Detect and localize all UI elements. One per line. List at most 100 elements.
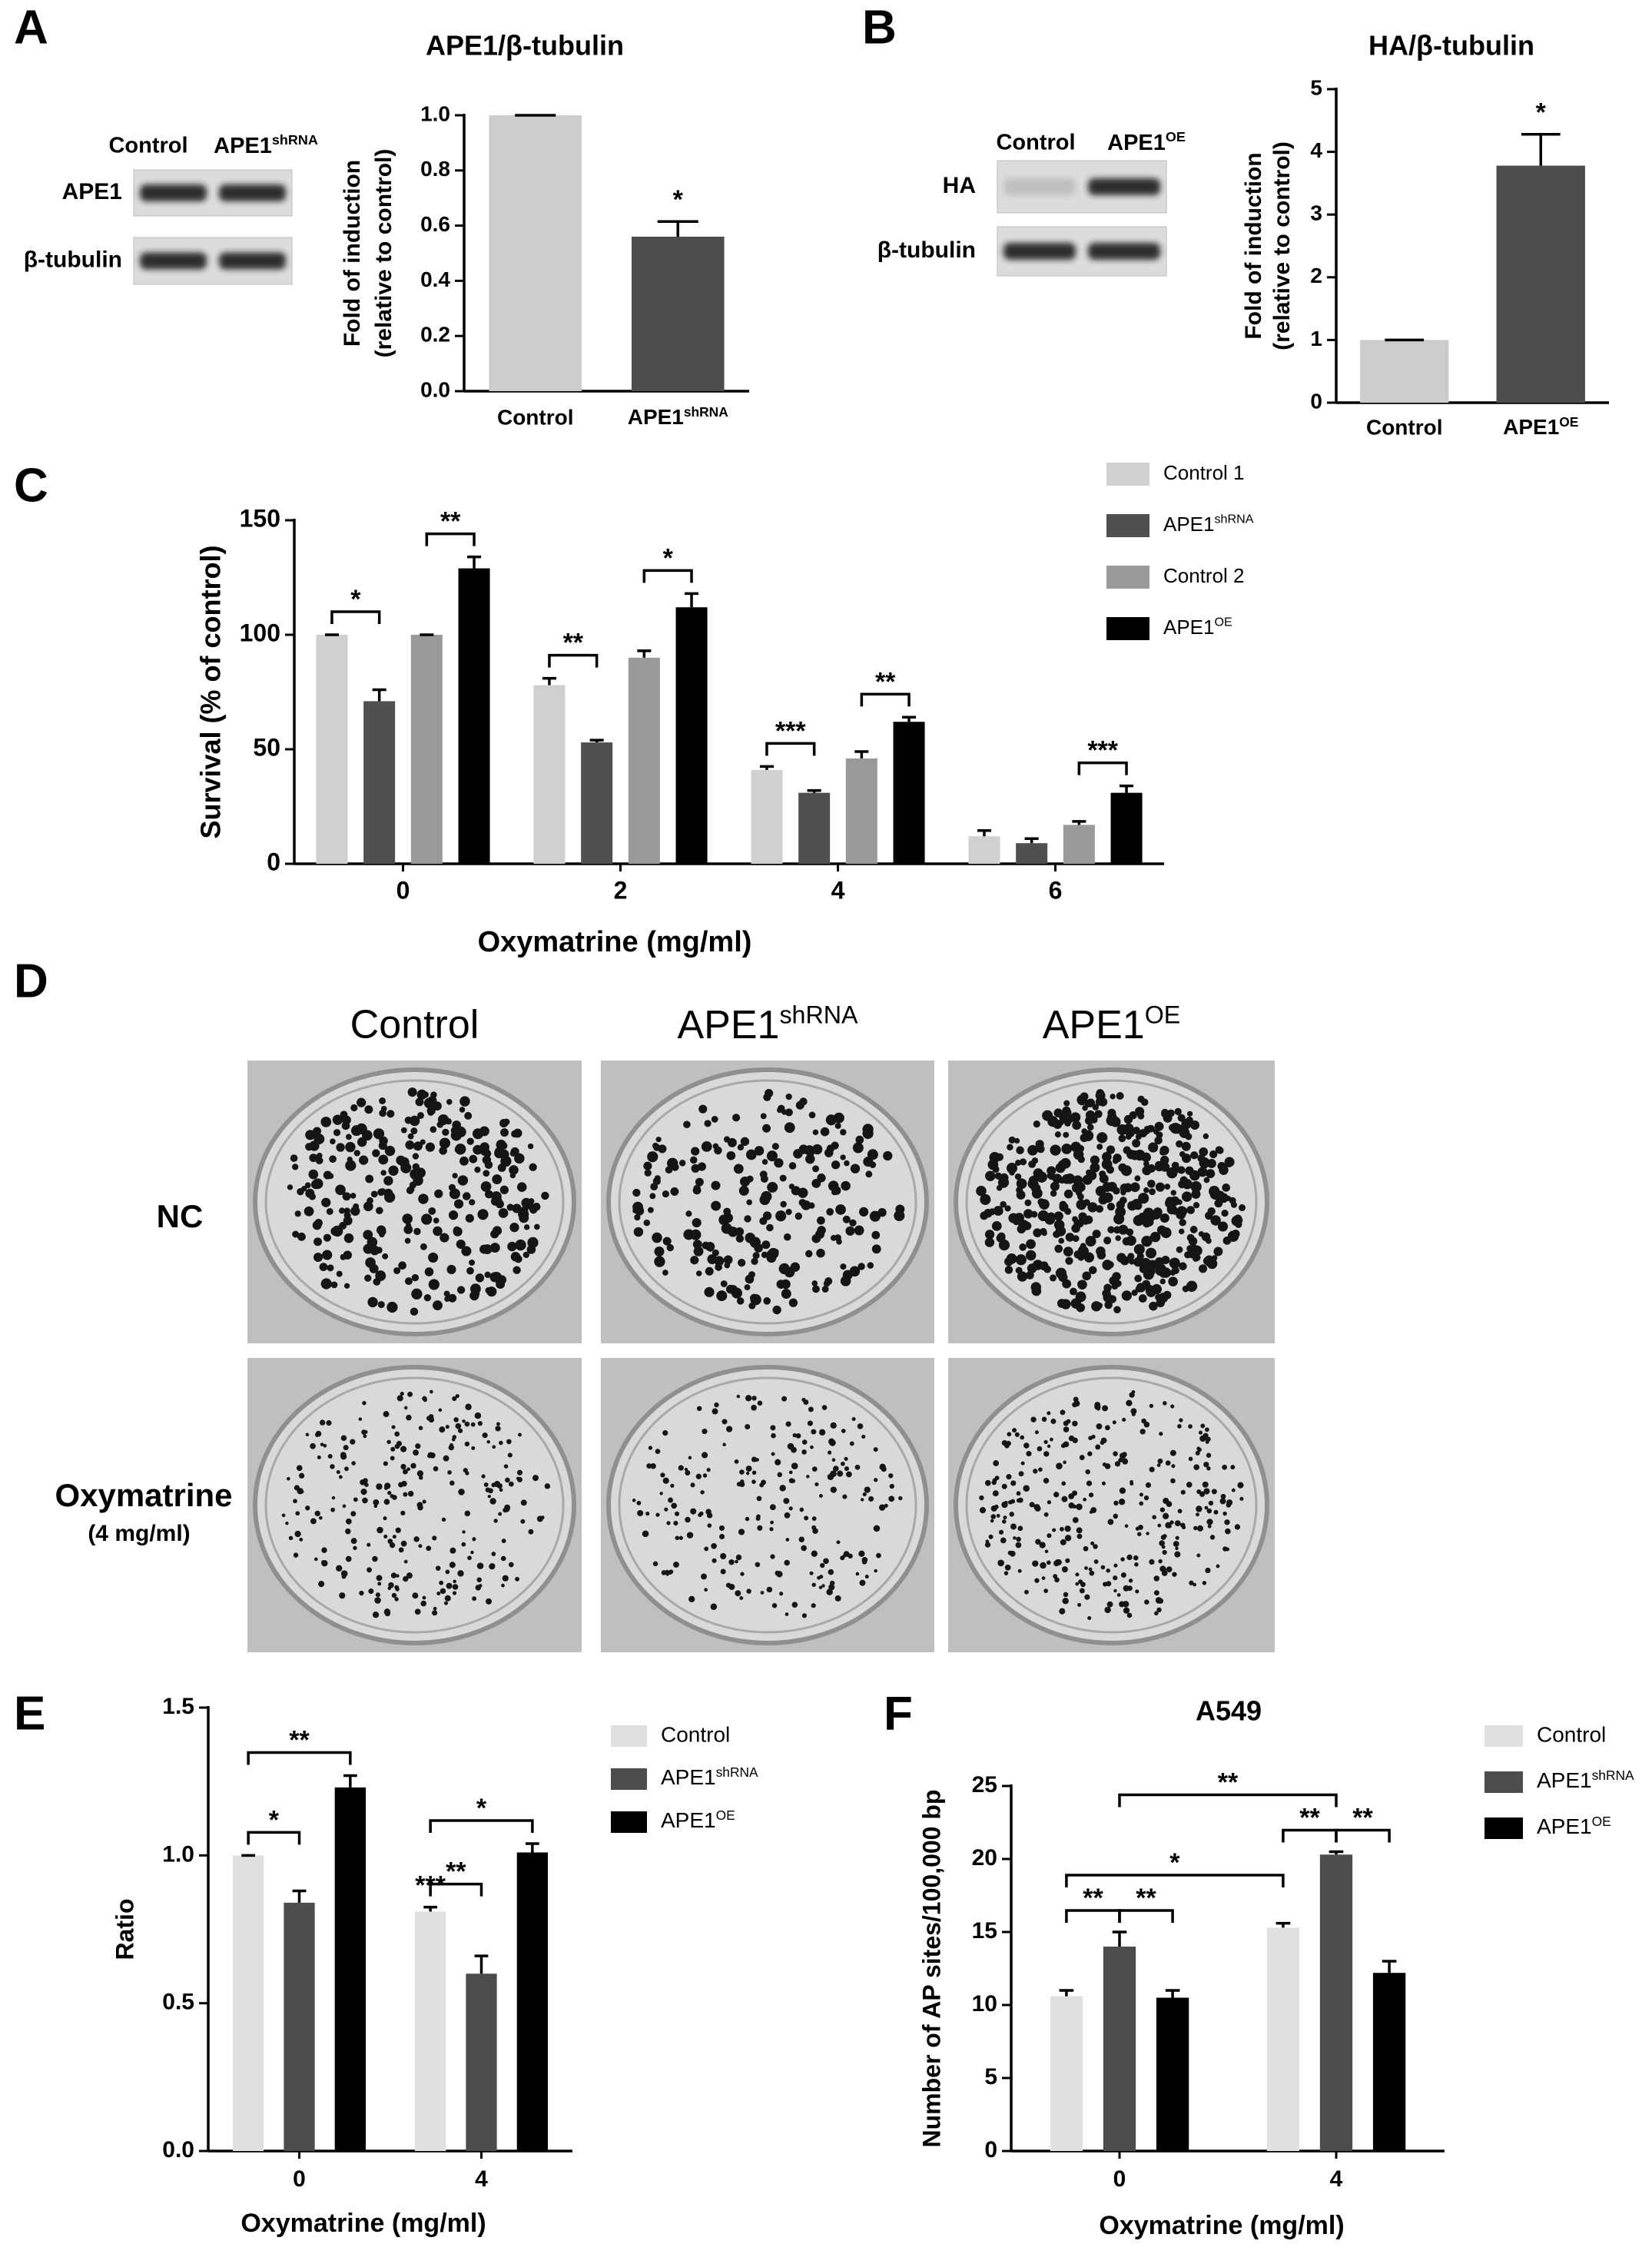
colony xyxy=(1139,1501,1144,1506)
colony xyxy=(469,1290,479,1301)
colony xyxy=(330,1507,336,1512)
colony xyxy=(413,1227,421,1236)
colony xyxy=(1149,1234,1156,1241)
colony xyxy=(1063,1426,1070,1432)
colony xyxy=(1132,1139,1141,1148)
colony xyxy=(726,1150,736,1160)
plate-dish xyxy=(954,1365,1269,1645)
colony xyxy=(740,1479,745,1484)
bar xyxy=(533,685,566,864)
colony xyxy=(285,1521,289,1525)
colony xyxy=(1060,1526,1064,1532)
colony xyxy=(1063,1131,1070,1138)
colony xyxy=(738,1529,745,1535)
colony xyxy=(808,1202,815,1209)
colony xyxy=(1100,1565,1106,1570)
significance-bracket xyxy=(860,692,911,707)
y-tick-label: 4 xyxy=(1310,138,1322,162)
colony xyxy=(746,1199,752,1206)
colony xyxy=(518,1432,522,1437)
colony xyxy=(313,1557,318,1562)
colony xyxy=(466,1137,474,1145)
legend-label-sup: shRNA xyxy=(716,1764,758,1780)
colony xyxy=(339,1207,346,1214)
bar xyxy=(1319,1854,1353,2151)
colony xyxy=(330,1138,336,1145)
colony xyxy=(724,1262,731,1269)
colony xyxy=(804,1515,809,1521)
colony xyxy=(889,1483,894,1489)
colony xyxy=(1189,1170,1200,1181)
x-tick-label-main: APE1 xyxy=(628,405,684,429)
significance-label: ** xyxy=(440,507,461,536)
colony xyxy=(1159,1432,1163,1436)
colony xyxy=(1034,1430,1039,1435)
colony xyxy=(706,1512,713,1519)
colony xyxy=(733,1164,744,1174)
colony xyxy=(444,1595,451,1602)
colony xyxy=(828,1438,835,1445)
colony xyxy=(775,1459,781,1466)
colony xyxy=(1065,1233,1075,1242)
colony xyxy=(476,1562,484,1569)
colony xyxy=(828,1584,835,1591)
colony xyxy=(834,1595,841,1602)
colony xyxy=(683,1120,691,1129)
y-axis-title: Survival (% of control) xyxy=(195,545,227,838)
colony xyxy=(777,1472,783,1478)
colony xyxy=(1122,1458,1129,1465)
colony xyxy=(1016,1491,1021,1496)
colony xyxy=(1095,1097,1104,1106)
colony xyxy=(353,1545,357,1550)
colony xyxy=(675,1535,680,1540)
y-tick-label: 10 xyxy=(972,1991,997,2017)
colony xyxy=(861,1434,866,1439)
colony xyxy=(1123,1607,1130,1614)
bar xyxy=(284,1902,315,2151)
error-bar xyxy=(1382,1960,1397,1973)
colony xyxy=(1033,1228,1042,1237)
colony xyxy=(1137,1095,1145,1103)
colony xyxy=(323,1233,332,1242)
colony xyxy=(785,1108,793,1117)
colony xyxy=(520,1499,527,1506)
colony xyxy=(353,1497,358,1502)
colony xyxy=(1009,1169,1015,1176)
colony xyxy=(736,1394,741,1399)
colony xyxy=(754,1146,765,1156)
colony xyxy=(363,1434,367,1439)
colony xyxy=(632,1499,636,1502)
colony xyxy=(1126,1612,1133,1618)
colony xyxy=(698,1104,708,1114)
colony xyxy=(654,1256,665,1267)
colony xyxy=(367,1237,378,1248)
colony xyxy=(1077,1280,1087,1290)
colony xyxy=(299,1538,304,1542)
colony xyxy=(372,1555,378,1562)
colony xyxy=(736,1297,745,1305)
colony xyxy=(666,1243,674,1252)
colony xyxy=(1215,1146,1223,1154)
colony xyxy=(527,1237,539,1248)
colony xyxy=(744,1284,751,1291)
colony xyxy=(841,1429,846,1433)
colony xyxy=(1090,1155,1100,1165)
colony xyxy=(827,1450,832,1455)
colony xyxy=(769,1527,774,1532)
colony xyxy=(345,1134,352,1140)
colony xyxy=(1001,1501,1008,1509)
significance-label: ** xyxy=(446,1857,466,1887)
legend-label-sup: OE xyxy=(1215,616,1233,629)
colony xyxy=(1222,1464,1228,1470)
colony xyxy=(996,1153,1004,1161)
colony xyxy=(1016,1190,1026,1200)
colony xyxy=(1196,1505,1203,1512)
colony xyxy=(401,1541,406,1546)
colony xyxy=(806,1475,810,1479)
colony xyxy=(1206,1466,1211,1471)
colony xyxy=(1214,1199,1223,1208)
colony xyxy=(1031,1183,1041,1193)
colony xyxy=(396,1155,406,1166)
colony xyxy=(830,1486,837,1493)
colony xyxy=(1033,1168,1043,1179)
